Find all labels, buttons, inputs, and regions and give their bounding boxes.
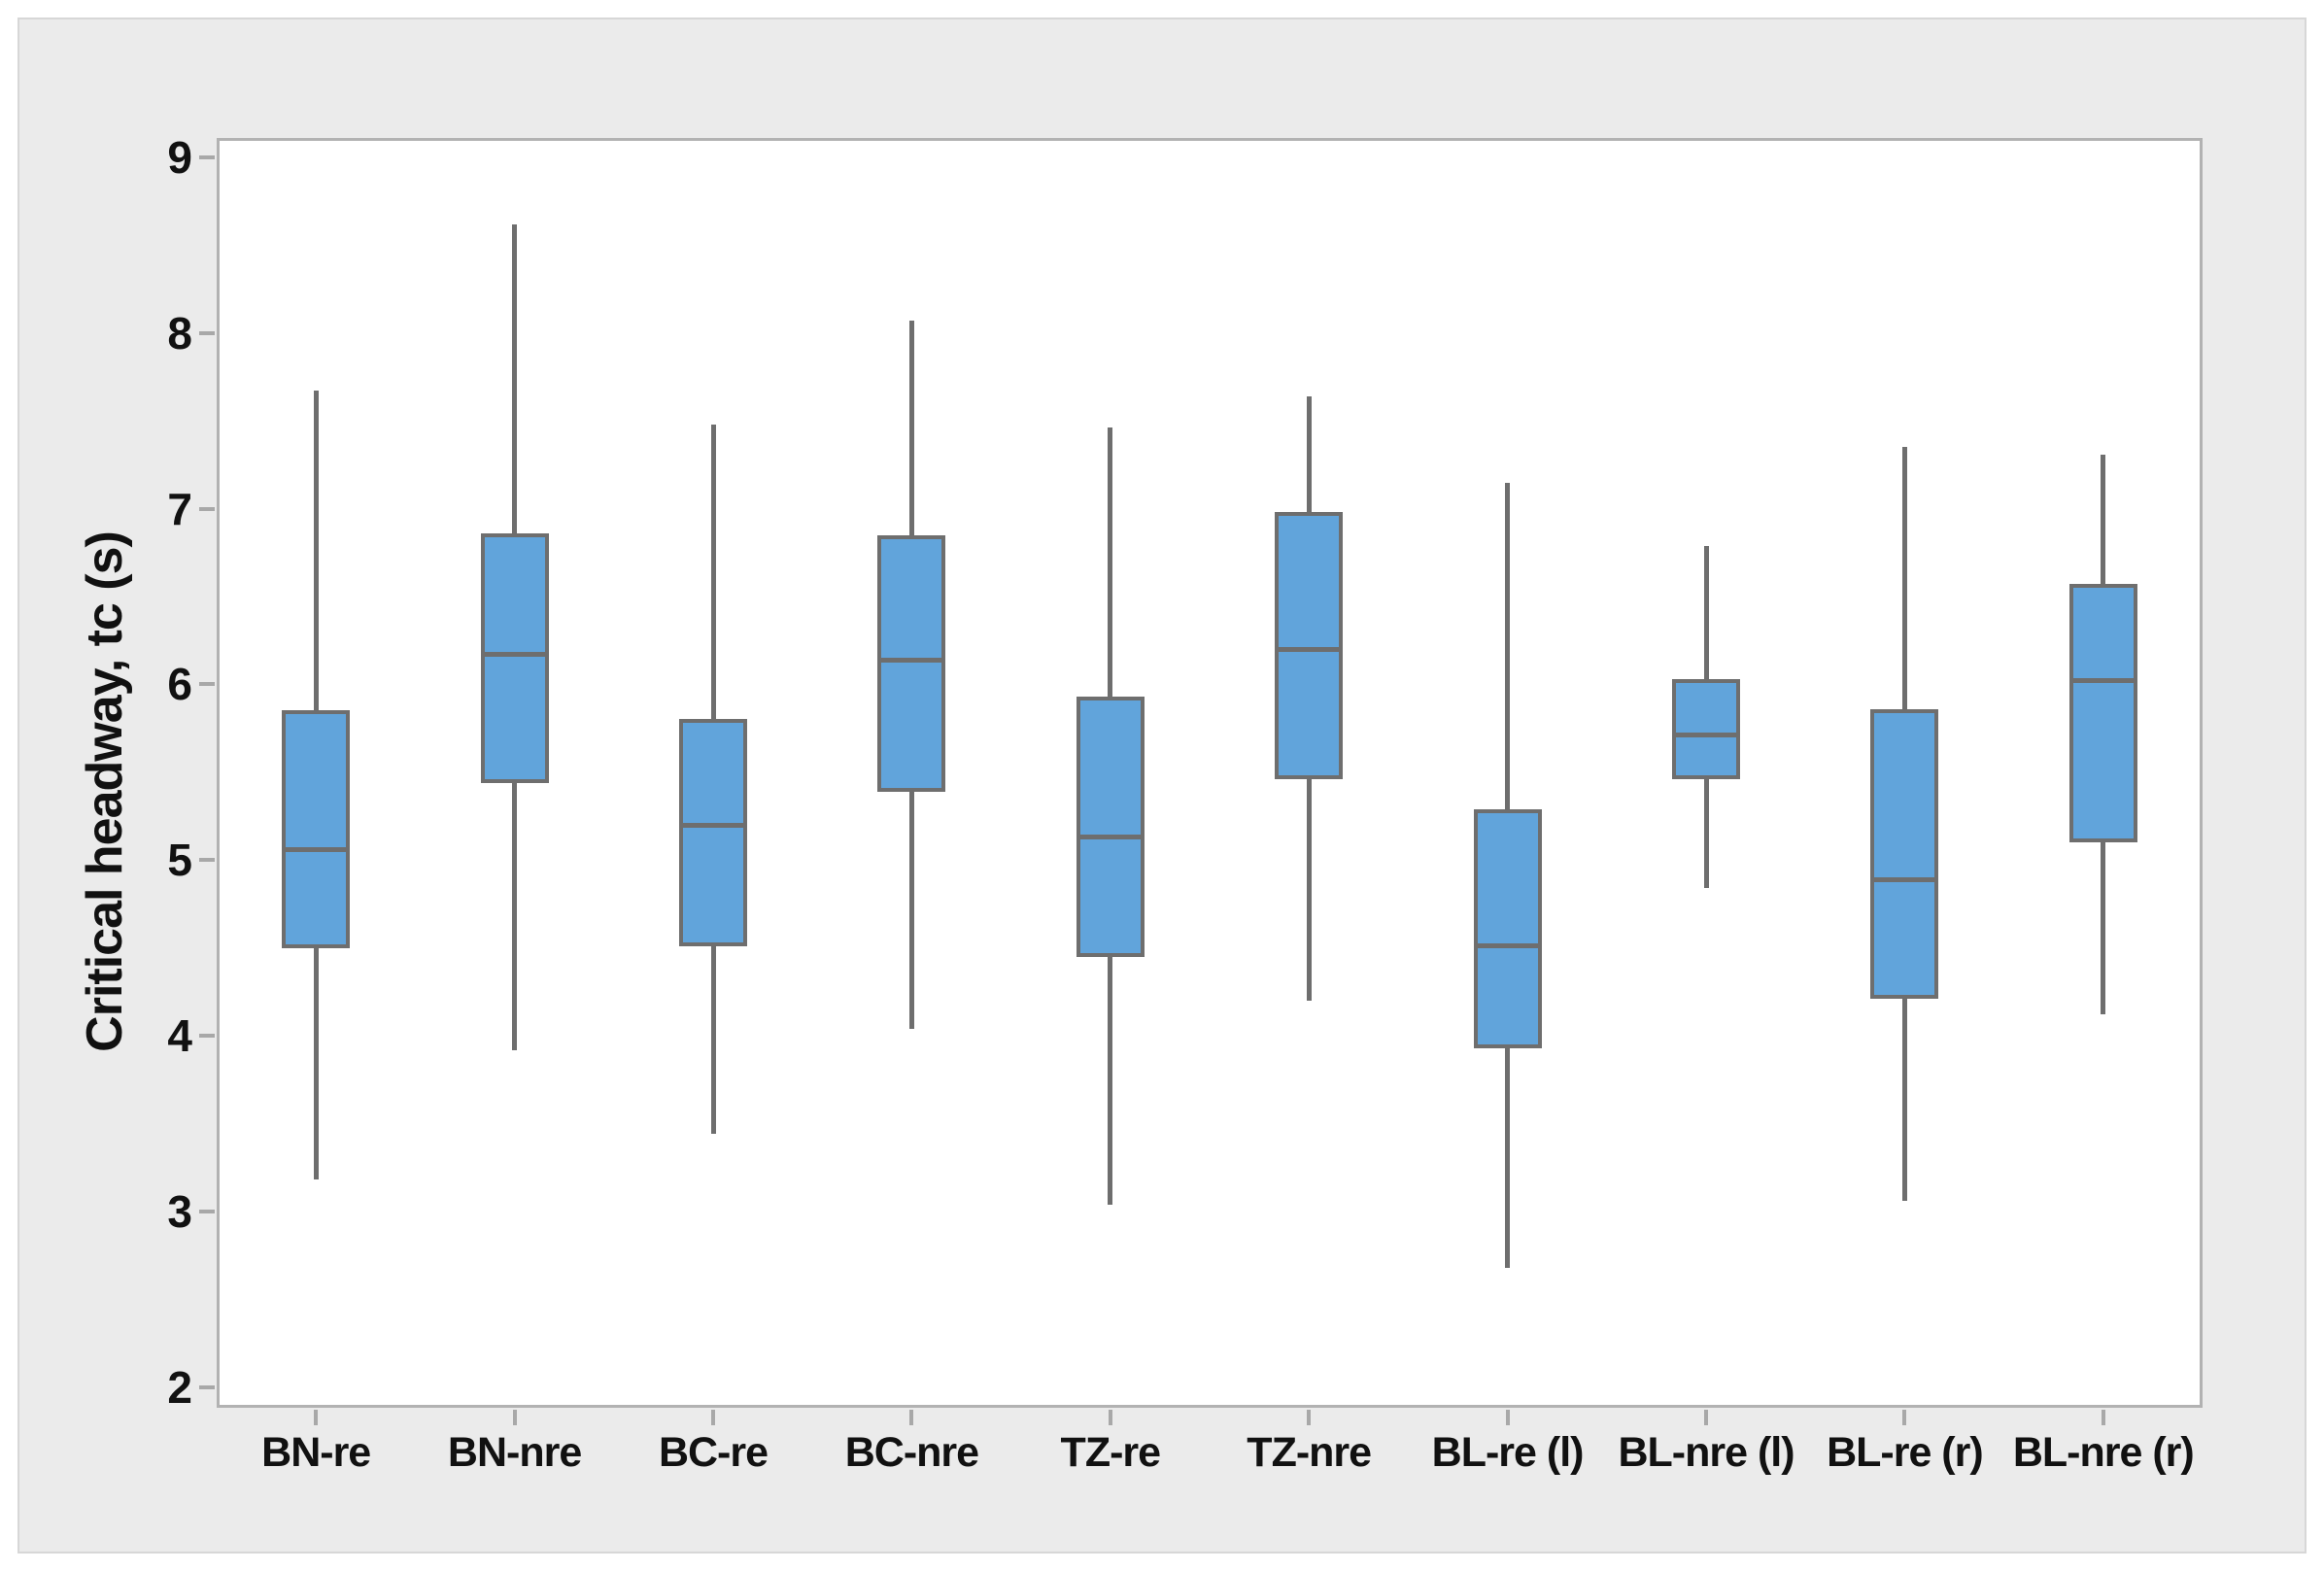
- y-axis-tick-label: 8: [167, 307, 192, 359]
- upper-whisker: [908, 321, 914, 537]
- x-axis-tick: [1902, 1410, 1907, 1425]
- upper-whisker: [1108, 427, 1113, 699]
- upper-whisker: [2101, 454, 2106, 587]
- lower-whisker: [1703, 777, 1709, 889]
- x-axis-tick: [2101, 1410, 2105, 1425]
- lower-whisker: [512, 780, 518, 1050]
- x-axis-category-label: BC-nre: [844, 1429, 979, 1476]
- upper-whisker: [313, 391, 319, 713]
- x-axis-category-label: BN-nre: [447, 1429, 582, 1476]
- upper-whisker: [1306, 395, 1312, 515]
- y-axis-tick: [199, 330, 215, 335]
- x-axis-category-label: BL-nre (l): [1618, 1429, 1794, 1476]
- lower-whisker: [1505, 1045, 1511, 1268]
- lower-whisker: [313, 945, 319, 1180]
- x-axis-category-label: BL-re (l): [1431, 1429, 1585, 1476]
- median-line: [286, 846, 347, 852]
- y-axis-title: Critical headway, tc (s): [77, 531, 133, 1052]
- lower-whisker: [2101, 840, 2106, 1015]
- upper-whisker: [1901, 447, 1907, 711]
- lower-whisker: [1901, 997, 1907, 1202]
- box-iqr: [1870, 708, 1939, 1000]
- y-axis-tick-label: 6: [167, 659, 192, 710]
- box-iqr: [282, 710, 351, 948]
- median-line: [1477, 943, 1538, 949]
- y-axis-tick-label: 7: [167, 483, 192, 534]
- y-axis-tick: [199, 858, 215, 863]
- x-axis-tick: [1307, 1410, 1312, 1425]
- box-iqr: [2068, 584, 2137, 843]
- median-line: [1676, 733, 1736, 738]
- upper-whisker: [1505, 482, 1511, 811]
- median-line: [1279, 646, 1340, 652]
- y-axis-tick-label: 2: [167, 1361, 192, 1413]
- upper-whisker: [512, 223, 518, 535]
- x-axis-category-label: TZ-nre: [1247, 1429, 1372, 1476]
- y-axis-tick: [199, 155, 215, 159]
- box-iqr: [1672, 678, 1740, 780]
- y-axis-tick: [199, 506, 215, 511]
- y-axis-tick-label: 3: [167, 1185, 192, 1237]
- y-axis-tick: [199, 1034, 215, 1039]
- median-line: [484, 652, 545, 658]
- box-iqr: [1473, 808, 1542, 1048]
- lower-whisker: [908, 789, 914, 1029]
- y-axis-tick: [199, 1384, 215, 1389]
- median-line: [2072, 678, 2134, 684]
- box-iqr: [679, 719, 747, 947]
- x-axis-category-label: BL-re (r): [1827, 1429, 1984, 1476]
- x-axis-category-label: TZ-re: [1060, 1429, 1162, 1476]
- x-axis-category-label: BL-nre (r): [2012, 1429, 2195, 1476]
- x-axis-tick: [1505, 1410, 1510, 1425]
- box-iqr: [877, 534, 946, 792]
- x-axis-category-label: BN-re: [261, 1429, 371, 1476]
- upper-whisker: [1703, 545, 1709, 681]
- x-axis-tick: [314, 1410, 319, 1425]
- median-line: [683, 822, 743, 828]
- y-axis-tick: [199, 1209, 215, 1213]
- y-axis-tick-label: 9: [167, 132, 192, 183]
- box-iqr: [480, 532, 549, 783]
- lower-whisker: [710, 944, 716, 1135]
- median-line: [1079, 835, 1141, 840]
- y-axis-tick-label: 4: [167, 1010, 192, 1062]
- x-axis-tick: [711, 1410, 715, 1425]
- lower-whisker: [1306, 777, 1312, 1001]
- box-iqr: [1275, 512, 1344, 780]
- median-line: [1874, 876, 1935, 882]
- x-axis-tick: [512, 1410, 517, 1425]
- x-axis-category-label: BC-re: [658, 1429, 769, 1476]
- lower-whisker: [1108, 954, 1113, 1205]
- median-line: [881, 657, 942, 663]
- box-iqr: [1076, 696, 1145, 957]
- x-axis-tick: [1108, 1410, 1112, 1425]
- x-axis-tick: [909, 1410, 914, 1425]
- y-axis-tick-label: 5: [167, 835, 192, 886]
- x-axis-tick: [1704, 1410, 1708, 1425]
- upper-whisker: [710, 424, 716, 722]
- y-axis-tick: [199, 682, 215, 687]
